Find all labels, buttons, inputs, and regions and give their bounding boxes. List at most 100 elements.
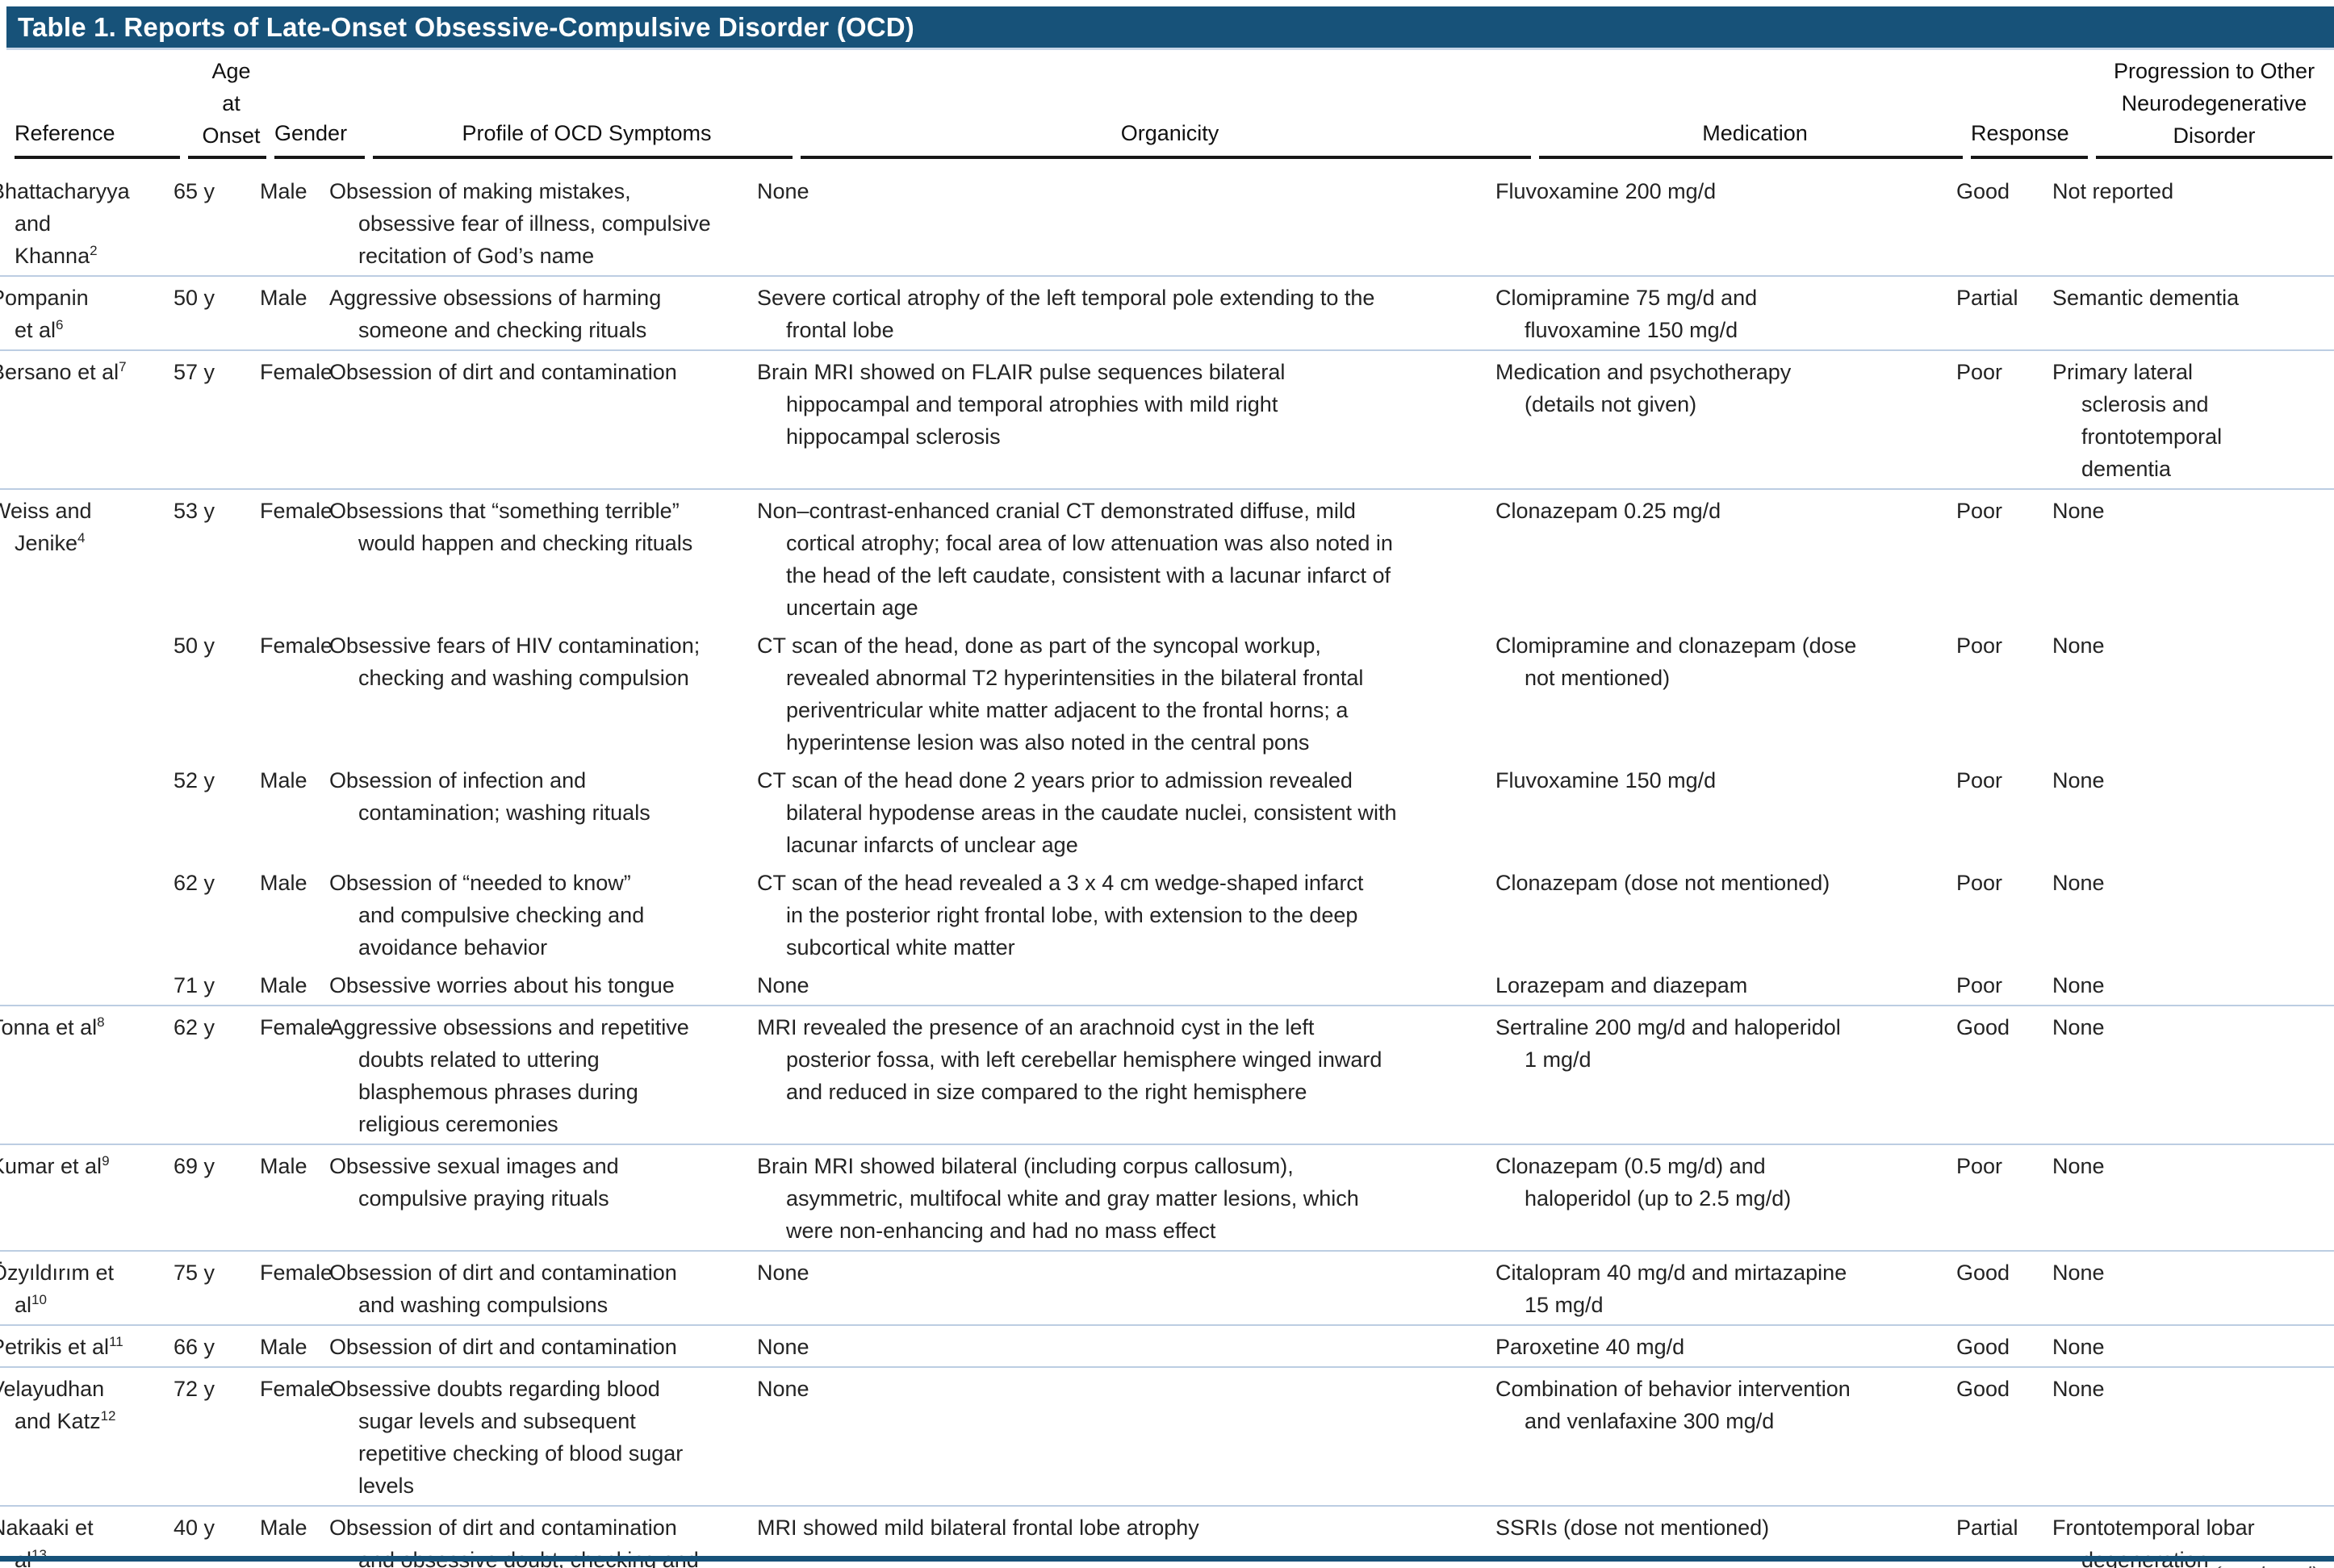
cell-age-at-onset: 66 y [174, 1335, 215, 1359]
cell-medication: Citalopram 40 mg/d and mirtazapine 15 mg… [1495, 1261, 1847, 1317]
cell-organicity: MRI showed mild bilateral frontal lobe a… [757, 1516, 1199, 1540]
table-row: 52 y Male Obsession of infection and con… [0, 762, 2334, 864]
cell-age-at-onset: 53 y [174, 499, 215, 523]
reference-text: Pompanin et al [0, 286, 89, 342]
cell-gender: Male [260, 768, 307, 792]
cell-progression: None [2052, 1377, 2105, 1401]
column-header-gender: Gender [274, 117, 373, 159]
reference-citation-superscript: 4 [77, 530, 86, 546]
cell-age-at-onset: 65 y [174, 179, 215, 203]
continued-note: (continued) [2213, 1562, 2318, 1568]
cell-response: Poor [1956, 871, 2003, 895]
cell-organicity: None [757, 973, 809, 997]
cell-profile-of-ocd-symptoms: Obsessive fears of HIV contamination; ch… [329, 633, 701, 690]
cell-reference: Velayudhan and Katz12 [0, 1373, 174, 1502]
table-bottom-rule [0, 1556, 2334, 1562]
cell-medication: Clomipramine and clonazepam (dose not me… [1495, 633, 1857, 690]
cell-response: Good [1956, 1377, 2010, 1401]
cell-reference: Petrikis et al11 [0, 1331, 174, 1363]
cell-response: Poor [1956, 768, 2003, 792]
cell-gender: Female [260, 1015, 333, 1039]
column-header-medication: Medication [1539, 117, 1971, 159]
cell-medication: Fluvoxamine 200 mg/d [1495, 179, 1717, 203]
cell-progression: Semantic dementia [2052, 286, 2240, 310]
reference-text: Tonna et al [0, 1015, 98, 1039]
cell-progression: None [2052, 1015, 2105, 1039]
cell-age-at-onset: 69 y [174, 1154, 215, 1178]
table-title-bar: Table 1. Reports of Late-Onset Obsessive… [6, 6, 2334, 50]
cell-profile-of-ocd-symptoms: Obsessive worries about his tongue [329, 973, 675, 997]
reference-citation-superscript: 8 [97, 1014, 105, 1030]
cell-medication: Medication and psychotherapy (details no… [1495, 360, 1792, 416]
column-header-profile: Profile of OCD Symptoms [373, 117, 801, 159]
table-row: Özyıldırım et al10 75 y Female Obsession… [0, 1250, 2334, 1324]
column-header-age-at-onset: Age at Onset [188, 55, 274, 159]
cell-gender: Female [260, 499, 333, 523]
table-row: Kumar et al9 69 y Male Obsessive sexual … [0, 1144, 2334, 1250]
reference-citation-superscript: 7 [119, 359, 127, 374]
reference-text: Nakaaki et al [0, 1516, 94, 1568]
cell-gender: Male [260, 179, 307, 203]
table-row: Bhattacharyya and Khanna2 65 y Male Obse… [0, 173, 2334, 275]
cell-response: Poor [1956, 360, 2003, 384]
cell-medication: SSRIs (dose not mentioned) [1495, 1516, 1770, 1540]
column-header-response: Response [1971, 117, 2096, 159]
reference-text: Kumar et al [0, 1154, 102, 1178]
cell-gender: Male [260, 1516, 307, 1540]
cell-progression: Not reported [2052, 179, 2174, 203]
cell-organicity: Brain MRI showed on FLAIR pulse sequence… [757, 360, 1286, 449]
cell-medication: Clonazepam 0.25 mg/d [1495, 499, 1721, 523]
cell-response: Partial [1956, 286, 2018, 310]
cell-progression: None [2052, 1261, 2105, 1285]
cell-progression: None [2052, 499, 2105, 523]
table-row: Weiss and Jenike4 53 y Female Obsessions… [0, 488, 2334, 627]
cell-gender: Female [260, 633, 333, 658]
column-header-organicity: Organicity [801, 117, 1539, 159]
cell-gender: Male [260, 286, 307, 310]
cell-medication: Combination of behavior intervention and… [1495, 1377, 1851, 1433]
cell-response: Partial [1956, 1516, 2018, 1540]
cell-age-at-onset: 57 y [174, 360, 215, 384]
table-row: 50 y Female Obsessive fears of HIV conta… [0, 627, 2334, 762]
reference-citation-superscript: 12 [100, 1408, 116, 1424]
table-row: Tonna et al8 62 y Female Aggressive obse… [0, 1005, 2334, 1144]
cell-progression: None [2052, 633, 2105, 658]
cell-organicity: CT scan of the head done 2 years prior t… [757, 768, 1397, 857]
cell-medication: Fluvoxamine 150 mg/d [1495, 768, 1717, 792]
reference-text: Petrikis et al [0, 1335, 110, 1359]
cell-medication: Clonazepam (0.5 mg/d) and haloperidol (u… [1495, 1154, 1792, 1210]
cell-response: Good [1956, 1261, 2010, 1285]
cell-reference: Özyıldırım et al10 [0, 1256, 174, 1321]
table-row: Bersano et al7 57 y Female Obsession of … [0, 349, 2334, 488]
cell-gender: Female [260, 1377, 333, 1401]
cell-organicity: Severe cortical atrophy of the left temp… [757, 286, 1375, 342]
cell-progression: Primary lateral sclerosis and frontotemp… [2052, 360, 2223, 481]
cell-reference: Nakaaki et al13 [0, 1512, 174, 1568]
cell-reference: Weiss and Jenike4 [0, 495, 174, 624]
cell-organicity: MRI revealed the presence of an arachnoi… [757, 1015, 1382, 1104]
cell-progression: None [2052, 1154, 2105, 1178]
reference-text: Velayudhan and Katz [0, 1377, 105, 1433]
cell-age-at-onset: 72 y [174, 1377, 215, 1401]
reference-text: Özyıldırım et al [0, 1261, 115, 1317]
reference-citation-superscript: 2 [90, 243, 98, 258]
cell-profile-of-ocd-symptoms: Obsessive sexual images and compulsive p… [329, 1154, 619, 1210]
cell-reference [0, 629, 174, 759]
cell-medication: Paroxetine 40 mg/d [1495, 1335, 1685, 1359]
cell-organicity: CT scan of the head revealed a 3 x 4 cm … [757, 871, 1364, 960]
cell-medication: Clonazepam (dose not mentioned) [1495, 871, 1830, 895]
cell-age-at-onset: 50 y [174, 286, 215, 310]
cell-gender: Male [260, 1335, 307, 1359]
cell-organicity: Brain MRI showed bilateral (including co… [757, 1154, 1359, 1243]
cell-progression: None [2052, 871, 2105, 895]
cell-medication: Lorazepam and diazepam [1495, 973, 1748, 997]
cell-medication: Sertraline 200 mg/d and haloperidol 1 mg… [1495, 1015, 1841, 1072]
reference-text: Bersano et al [0, 360, 119, 384]
cell-organicity: None [757, 1377, 809, 1401]
cell-gender: Male [260, 871, 307, 895]
cell-profile-of-ocd-symptoms: Aggressive obsessions and repetitive dou… [329, 1015, 689, 1136]
cell-reference: Bersano et al7 [0, 356, 174, 485]
cell-organicity: None [757, 1335, 809, 1359]
cell-profile-of-ocd-symptoms: Obsession of dirt and contamination [329, 360, 677, 384]
